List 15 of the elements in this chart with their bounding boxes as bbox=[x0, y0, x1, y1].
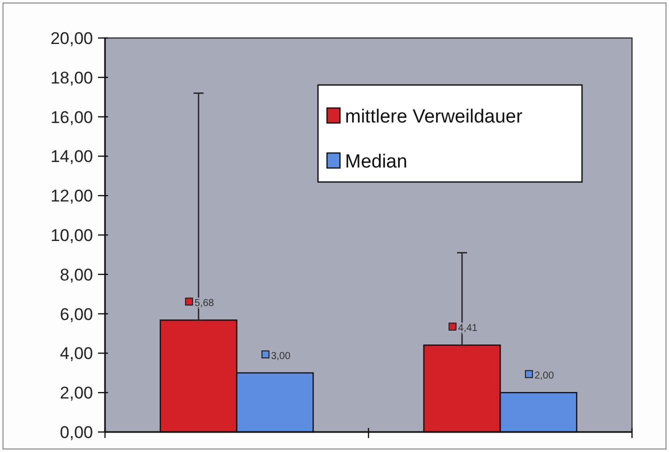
y-tick-label: 10,00 bbox=[50, 226, 93, 245]
y-tick-label: 18,00 bbox=[50, 68, 93, 88]
y-tick-label: 2,00 bbox=[60, 384, 93, 403]
y-tick-label: 16,00 bbox=[50, 108, 93, 127]
legend-label: mittlere Verweildauer bbox=[345, 106, 524, 128]
y-tick-label: 20,00 bbox=[50, 28, 93, 48]
y-tick-label: 12,00 bbox=[50, 186, 93, 206]
data-label: 3,00 bbox=[270, 350, 291, 362]
y-tick-label: 8,00 bbox=[60, 265, 93, 284]
y-tick-label: 14,00 bbox=[50, 147, 93, 166]
data-label: 2,00 bbox=[534, 370, 554, 382]
y-tick-label: 4,00 bbox=[60, 344, 93, 364]
legend-label: Median bbox=[345, 152, 408, 173]
y-tick-label: 0,00 bbox=[60, 422, 93, 442]
y-tick-label: 6,00 bbox=[60, 304, 93, 324]
